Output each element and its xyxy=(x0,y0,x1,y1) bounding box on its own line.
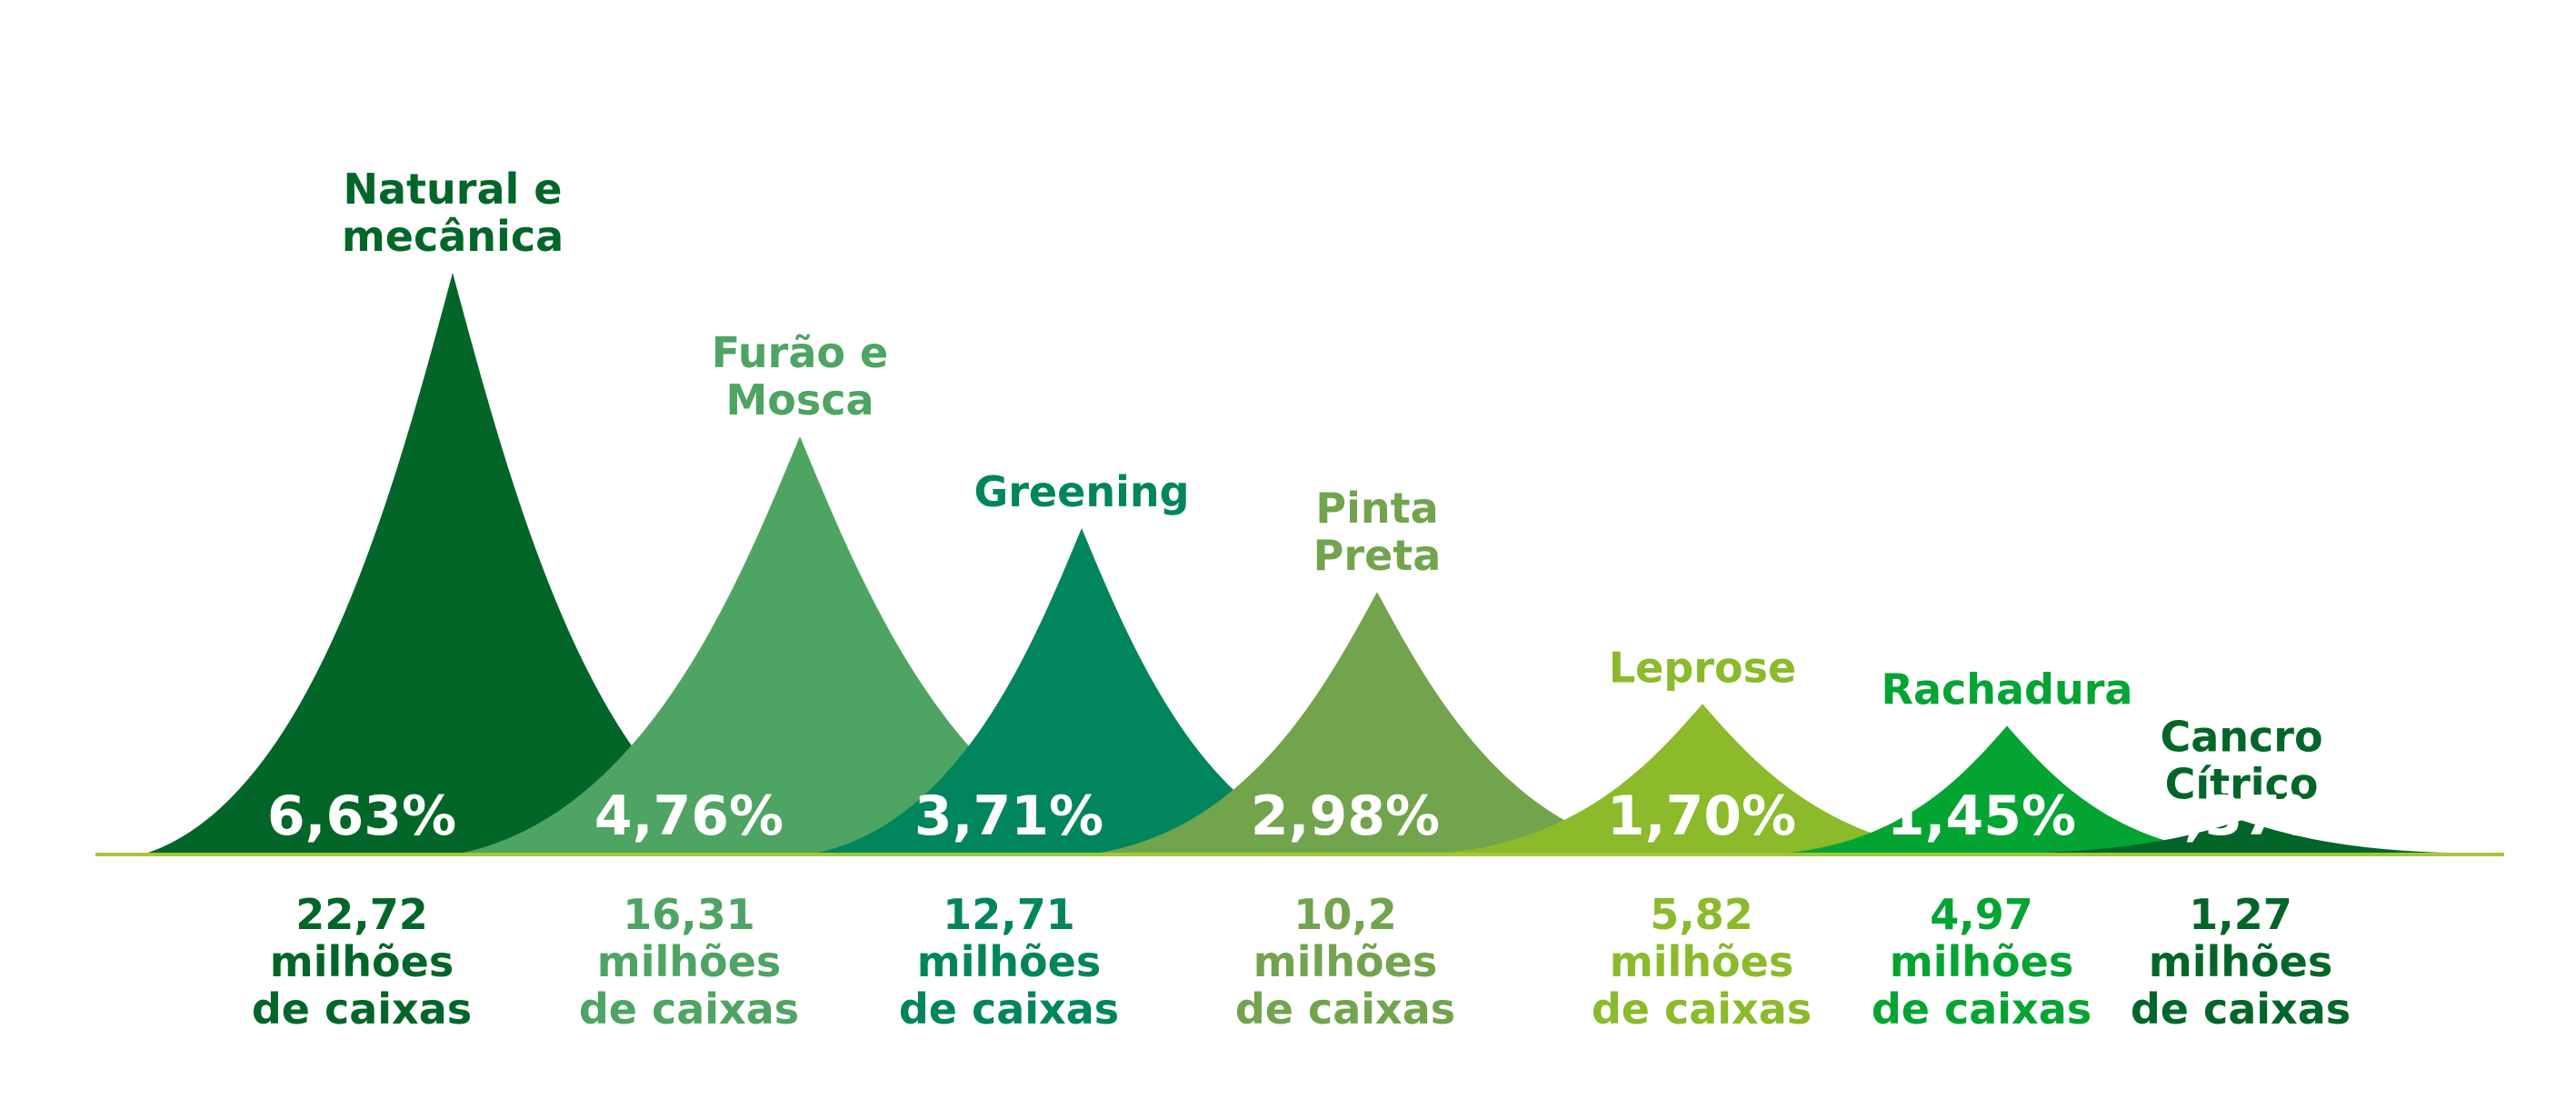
volume-label-0-2: de caixas xyxy=(252,984,472,1034)
volume-label-4-2: de caixas xyxy=(1592,984,1812,1034)
volume-label-5-1: milhões xyxy=(1890,937,2073,986)
peak-6 xyxy=(2037,820,2446,853)
value-label-4: 1,70% xyxy=(1607,784,1796,848)
value-label-1: 4,76% xyxy=(594,784,784,848)
value-label-5: 1,45% xyxy=(1887,784,2076,848)
volume-label-1-0: 16,31 xyxy=(623,890,755,939)
volume-label-1-1: milhões xyxy=(597,937,781,986)
volume-label-5-2: de caixas xyxy=(1872,984,2092,1034)
volume-label-0-0: 22,72 xyxy=(295,890,428,939)
category-label-4-0: Leprose xyxy=(1609,643,1796,692)
volume-label-0-1: milhões xyxy=(270,937,454,986)
volume-label-4-0: 5,82 xyxy=(1650,890,1753,939)
volume-label-3-0: 10,2 xyxy=(1293,890,1397,939)
peak-4 xyxy=(1448,704,1957,853)
category-label-3-1: Preta xyxy=(1313,531,1442,580)
category-label-2-0: Greening xyxy=(973,467,1189,516)
peak-2 xyxy=(818,527,1345,853)
value-label-6: 0,37% xyxy=(2146,784,2335,848)
volume-label-6-1: milhões xyxy=(2149,937,2332,986)
peaks-layer xyxy=(148,273,2446,853)
category-label-0-1: mecânica xyxy=(342,212,564,261)
value-label-3: 2,98% xyxy=(1251,784,1440,848)
category-label-6-1: Cítrico xyxy=(2165,759,2319,808)
volume-label-1-2: de caixas xyxy=(579,984,799,1034)
volume-label-6-0: 1,27 xyxy=(2189,890,2292,939)
volume-label-2-1: milhões xyxy=(917,937,1101,986)
volume-label-5-0: 4,97 xyxy=(1930,890,2033,939)
volume-label-4-1: milhões xyxy=(1610,937,1793,986)
category-label-1-0: Furão e xyxy=(712,328,888,377)
category-label-6-0: Cancro xyxy=(2160,712,2322,761)
volume-label-6-2: de caixas xyxy=(2131,984,2351,1034)
peak-5 xyxy=(1789,725,2225,853)
value-label-0: 6,63% xyxy=(267,784,456,848)
value-label-2: 3,71% xyxy=(914,784,1103,848)
volume-label-3-2: de caixas xyxy=(1235,984,1455,1034)
category-label-5-0: Rachadura xyxy=(1882,664,2133,714)
category-label-3-0: Pinta xyxy=(1315,484,1438,533)
category-label-0-0: Natural e xyxy=(344,165,563,214)
volume-label-2-2: de caixas xyxy=(899,984,1119,1034)
volume-label-2-0: 12,71 xyxy=(943,890,1075,939)
peak-3 xyxy=(1100,592,1654,853)
volume-label-3-1: milhões xyxy=(1253,937,1437,986)
peak-0 xyxy=(148,273,757,853)
category-label-1-1: Mosca xyxy=(725,375,874,425)
